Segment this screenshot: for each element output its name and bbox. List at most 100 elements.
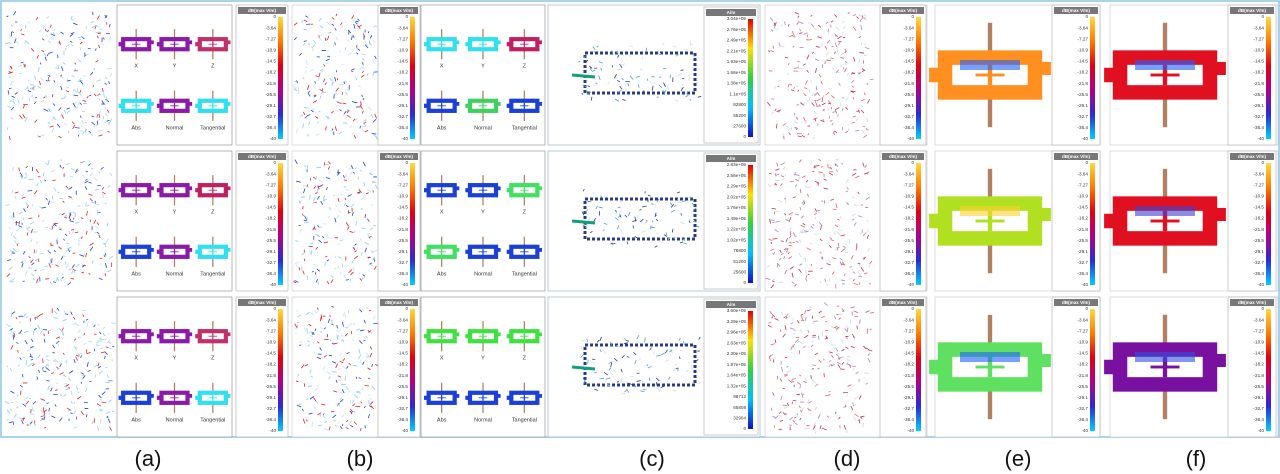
field-vector — [108, 342, 111, 344]
structure-field-tab-left — [1104, 360, 1114, 375]
colorbar-tick: -36.4 — [398, 417, 409, 422]
field-vector — [45, 364, 48, 367]
component-frame — [117, 297, 232, 437]
field-vector — [35, 318, 36, 320]
field-vector — [22, 357, 24, 358]
field-vector — [87, 362, 88, 367]
field-vector — [44, 339, 45, 343]
field-vector — [17, 41, 19, 43]
field-vector — [20, 358, 22, 360]
field-vector — [66, 250, 71, 251]
field-vector — [97, 210, 98, 215]
field-vector — [53, 104, 55, 106]
colorbar-tick: -25.5 — [904, 92, 915, 97]
component-label: Tangential — [200, 271, 225, 277]
component-icon-tab-left — [119, 334, 122, 338]
component-icon-tab-right — [228, 186, 231, 190]
field-vector — [361, 101, 362, 105]
structure-field-tab-left — [929, 68, 939, 83]
field-vector — [46, 16, 49, 18]
field-vector — [82, 100, 86, 101]
field-vector — [865, 17, 866, 19]
component-label: Tangential — [200, 125, 225, 131]
component-label: Abs — [131, 417, 141, 423]
field-vector — [43, 220, 45, 222]
field-vector — [57, 278, 58, 282]
colorbar-header: dB(max V/m) — [1062, 8, 1091, 13]
field-vector — [82, 120, 84, 124]
component-icon-tab-right — [498, 248, 501, 252]
field-vector — [63, 167, 64, 169]
field-vector — [101, 352, 106, 353]
field-vector — [94, 220, 96, 224]
field-vector — [97, 121, 98, 125]
field-vector — [72, 76, 75, 77]
colorbar-tick: -32.7 — [1078, 114, 1089, 119]
colorbar-tick: -36.4 — [398, 125, 409, 130]
colorbar-tick: 25600 — [733, 269, 746, 274]
field-vector — [92, 116, 95, 117]
field-vector — [59, 65, 60, 69]
field-vector — [68, 410, 71, 411]
field-vector — [27, 80, 29, 81]
field-vector — [76, 355, 79, 356]
field-vector — [91, 168, 93, 169]
field-vector — [54, 311, 57, 314]
field-vector — [812, 369, 814, 370]
component-icon-tab-left — [157, 104, 160, 108]
colorbar-tick: -32.7 — [1078, 406, 1089, 411]
field-vector — [73, 269, 76, 271]
field-vector — [26, 228, 30, 231]
colorbar-tick: -3.64 — [1254, 317, 1265, 322]
field-vector — [69, 176, 73, 177]
field-vector — [55, 265, 58, 267]
component-icon-tab-left — [157, 188, 160, 192]
field-vector — [32, 204, 33, 206]
field-vector — [68, 197, 71, 198]
field-vector — [5, 204, 9, 206]
field-vector — [15, 192, 19, 193]
colorbar-tick: -3.64 — [398, 317, 409, 322]
colorbar-header: dB(max V/m) — [248, 8, 277, 13]
field-vector — [11, 215, 13, 219]
field-vector — [54, 80, 55, 82]
field-vector — [52, 180, 55, 181]
colorbar-tick: -36.4 — [1078, 271, 1089, 276]
field-vector — [40, 63, 41, 65]
colorbar-gradient — [748, 311, 753, 429]
colorbar-tick: -3.64 — [1254, 25, 1265, 30]
component-label: X — [134, 356, 138, 362]
colorbar-gradient — [1266, 309, 1271, 431]
colorbar-tick: -7.27 — [398, 36, 409, 41]
field-region — [960, 352, 1020, 362]
field-vector — [80, 355, 82, 357]
colorbar-tick: -3.64 — [266, 317, 277, 322]
field-vector — [655, 82, 656, 84]
field-vector — [107, 416, 108, 418]
field-vector — [92, 261, 93, 264]
field-vector — [59, 165, 60, 168]
component-icon-tab-left — [195, 334, 198, 338]
component-icon-tab-right — [456, 332, 459, 336]
component-label: Tangential — [512, 271, 537, 277]
field-vector — [33, 278, 34, 281]
colorbar-header: dB(max V/m) — [1238, 300, 1267, 305]
field-vector — [27, 42, 29, 44]
field-vector — [67, 110, 69, 113]
component-icon-slot-cross — [209, 336, 217, 337]
colorbar-tick: -36.4 — [904, 271, 915, 276]
field-vector — [78, 102, 80, 105]
colorbar-tick: 2.49e+05 — [727, 38, 747, 43]
field-vector — [6, 16, 8, 17]
field-vector — [49, 108, 50, 112]
colorbar-tick: -32.7 — [266, 260, 277, 265]
colorbar-tick: 0 — [273, 14, 276, 19]
structure-field-slot-cross — [976, 220, 1005, 223]
field-vector — [85, 187, 87, 190]
field-vector — [94, 325, 96, 327]
field-vector — [54, 29, 55, 31]
colorbar-header: dB(max V/m) — [889, 154, 918, 159]
colorbar-tick: -18.2 — [266, 70, 277, 75]
field-vector — [98, 130, 102, 131]
field-vector — [27, 349, 31, 351]
